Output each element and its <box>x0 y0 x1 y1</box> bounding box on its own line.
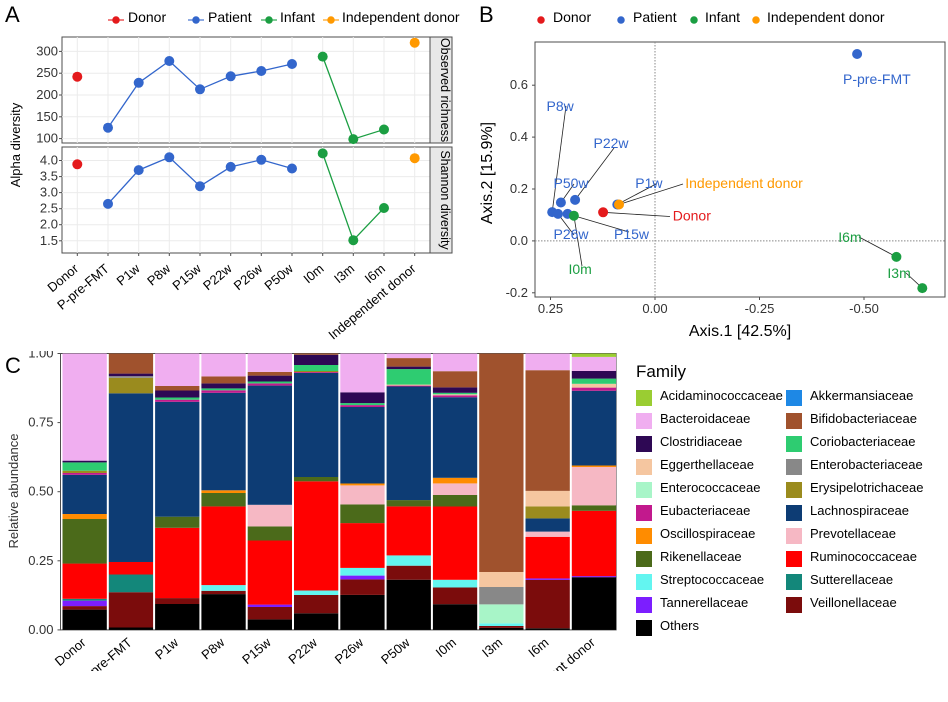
svg-text:Donor: Donor <box>52 634 89 669</box>
svg-text:P1w: P1w <box>152 634 181 662</box>
svg-text:2.0: 2.0 <box>40 217 58 232</box>
svg-text:I3m: I3m <box>331 261 357 286</box>
svg-text:P50w: P50w <box>554 175 590 191</box>
svg-text:P50w: P50w <box>261 260 296 293</box>
svg-text:I6m: I6m <box>838 229 861 245</box>
svg-text:-0.25: -0.25 <box>745 301 775 316</box>
svg-text:0.00: 0.00 <box>642 301 667 316</box>
svg-text:0.25: 0.25 <box>538 301 563 316</box>
svg-text:I0m: I0m <box>300 261 326 286</box>
svg-text:0.6: 0.6 <box>510 77 528 92</box>
svg-text:0.2: 0.2 <box>510 181 528 196</box>
svg-text:P-pre-FMT: P-pre-FMT <box>843 71 911 87</box>
svg-text:-0.50: -0.50 <box>849 301 879 316</box>
svg-text:0.50: 0.50 <box>28 484 53 499</box>
svg-text:Donor: Donor <box>673 208 711 224</box>
svg-text:P26w: P26w <box>554 226 590 242</box>
svg-text:P26w: P26w <box>231 260 266 293</box>
svg-text:I3m: I3m <box>479 635 505 660</box>
svg-text:P1w: P1w <box>114 260 143 288</box>
svg-text:P-pre-FMT: P-pre-FMT <box>77 635 135 671</box>
svg-text:P15w: P15w <box>169 260 204 293</box>
svg-text:0.75: 0.75 <box>28 415 53 430</box>
svg-text:4.0: 4.0 <box>40 153 58 168</box>
svg-text:0.4: 0.4 <box>510 129 528 144</box>
svg-text:150: 150 <box>36 109 58 124</box>
svg-text:P15w: P15w <box>239 634 274 667</box>
svg-text:Independent donor: Independent donor <box>505 634 599 671</box>
svg-text:P22w: P22w <box>594 135 630 151</box>
svg-text:P26w: P26w <box>332 634 367 667</box>
svg-text:Independent donor: Independent donor <box>685 175 803 191</box>
svg-text:P1w: P1w <box>635 175 663 191</box>
svg-text:I6m: I6m <box>525 635 551 660</box>
svg-text:P22w: P22w <box>285 634 320 667</box>
svg-text:Alpha diversity: Alpha diversity <box>8 102 23 187</box>
svg-text:3.5: 3.5 <box>40 169 58 184</box>
svg-text:P15w: P15w <box>614 226 650 242</box>
svg-text:0.00: 0.00 <box>28 622 53 637</box>
svg-text:2.5: 2.5 <box>40 201 58 216</box>
svg-text:200: 200 <box>36 87 58 102</box>
svg-text:-0.2: -0.2 <box>506 285 528 300</box>
svg-text:3.0: 3.0 <box>40 185 58 200</box>
svg-text:1.00: 1.00 <box>28 351 53 361</box>
svg-text:I0m: I0m <box>433 635 459 660</box>
svg-text:P8w: P8w <box>547 98 575 114</box>
svg-text:1.5: 1.5 <box>40 233 58 248</box>
svg-text:P8w: P8w <box>144 260 173 288</box>
svg-text:Observed richness: Observed richness <box>438 38 452 142</box>
svg-text:I0m: I0m <box>569 261 592 277</box>
svg-text:I3m: I3m <box>887 265 910 281</box>
svg-text:250: 250 <box>36 65 58 80</box>
svg-text:0.0: 0.0 <box>510 233 528 248</box>
svg-text:Axis.2 [15.9%]: Axis.2 [15.9%] <box>479 122 496 224</box>
svg-text:P22w: P22w <box>200 260 235 293</box>
svg-text:Axis.1 [42.5%]: Axis.1 [42.5%] <box>689 323 791 340</box>
svg-text:0.25: 0.25 <box>28 553 53 568</box>
svg-text:Shannon diversity: Shannon diversity <box>438 150 452 250</box>
svg-text:100: 100 <box>36 131 58 146</box>
svg-text:P8w: P8w <box>198 634 227 662</box>
svg-text:P50w: P50w <box>378 634 413 667</box>
svg-text:300: 300 <box>36 43 58 58</box>
svg-text:Relative abundance: Relative abundance <box>6 434 21 549</box>
